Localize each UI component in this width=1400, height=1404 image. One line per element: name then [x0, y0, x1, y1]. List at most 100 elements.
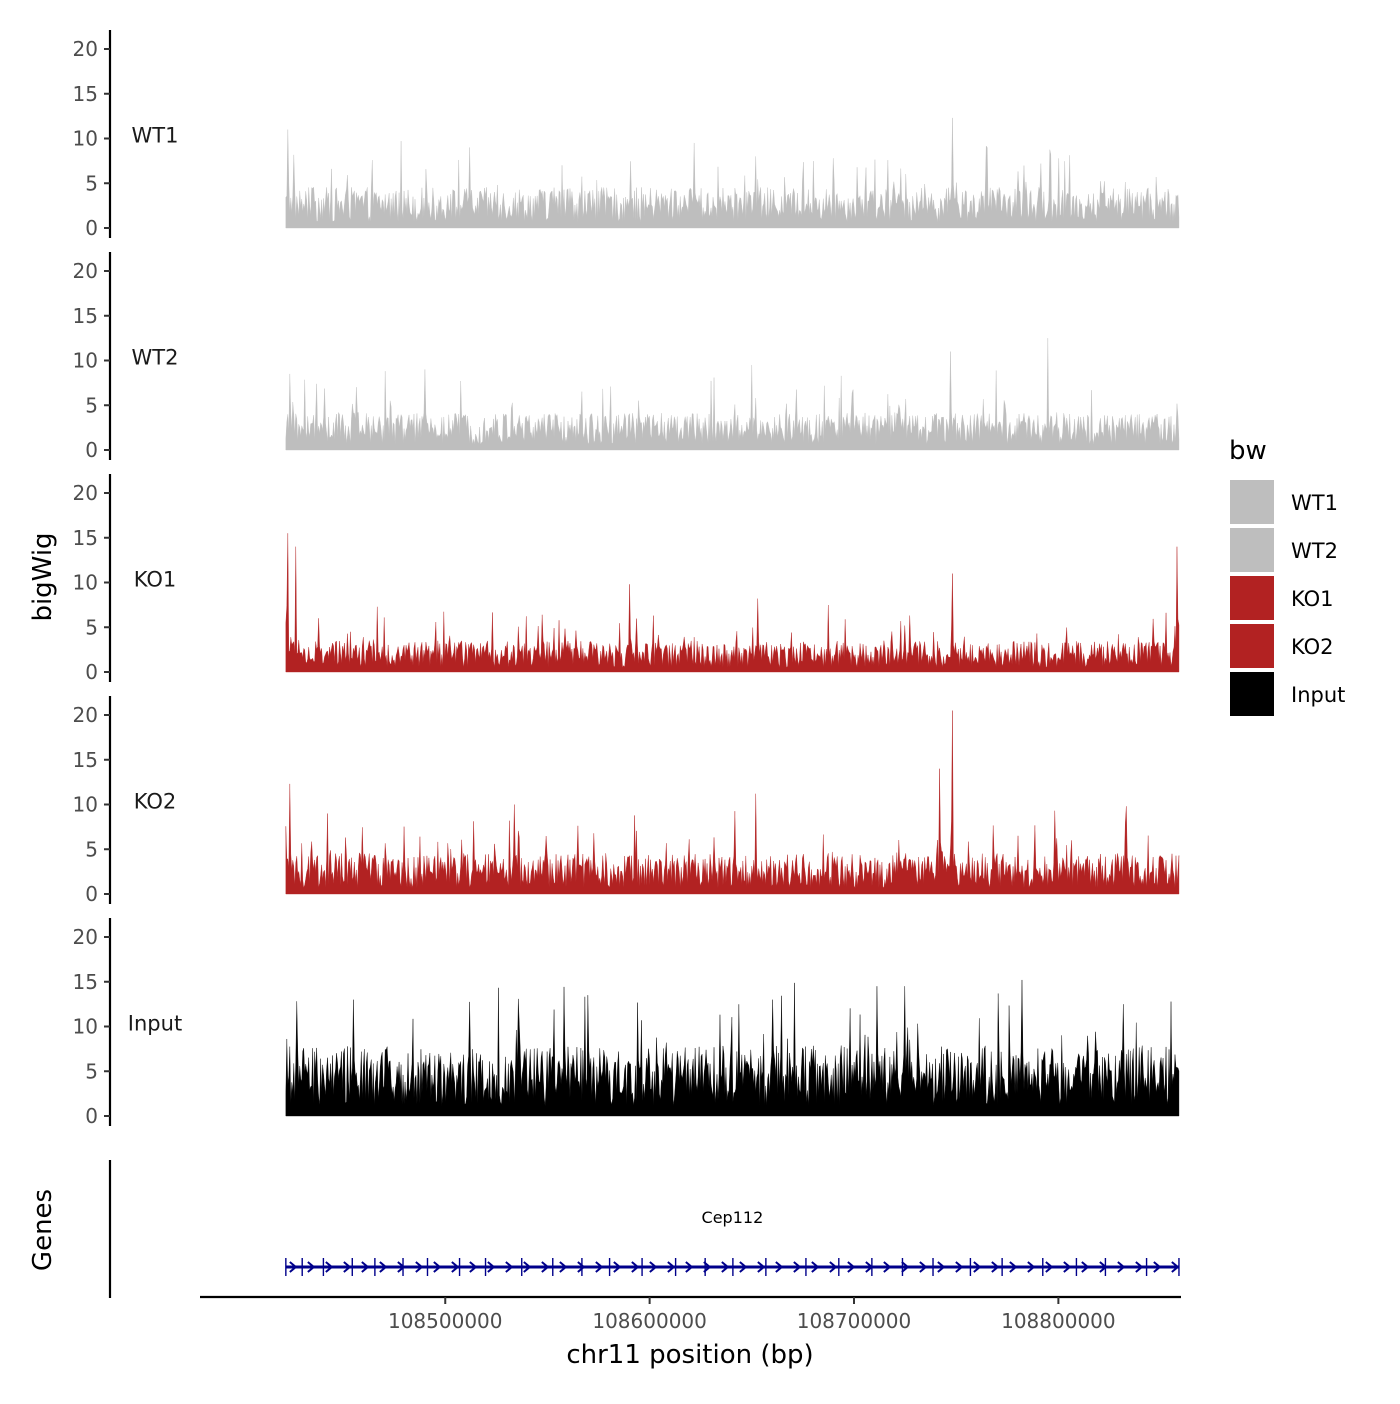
strand-arrow [991, 1261, 1000, 1273]
x-tick-label: 108500000 [388, 1309, 503, 1333]
y-tick-label: 15 [73, 526, 98, 550]
track-wt2: 0 5 10 15 20 WT2 [73, 252, 1180, 462]
strand-arrow [541, 1261, 550, 1273]
strand-arrow [811, 1261, 820, 1273]
strand-arrow [613, 1261, 622, 1273]
y-tick-label: 10 [73, 349, 98, 373]
strand-arrow [1153, 1261, 1162, 1273]
y-tick-label: 15 [73, 970, 98, 994]
coverage-area-wt1 [285, 117, 1180, 229]
strand-arrow [685, 1261, 694, 1273]
track-label: WT2 [132, 346, 179, 370]
y-tick-label: 0 [85, 660, 98, 684]
strand-arrow [325, 1261, 334, 1273]
legend-label: WT1 [1291, 491, 1338, 515]
strand-arrow [649, 1261, 658, 1273]
strand-arrow [847, 1261, 856, 1273]
strand-arrow [955, 1261, 964, 1273]
y-tick-label: 20 [73, 703, 98, 727]
y-tick-label: 15 [73, 304, 98, 328]
legend-label: WT2 [1291, 539, 1338, 563]
y-tick-label: 20 [73, 481, 98, 505]
coverage-tracks: 0 5 10 15 20 WT1 0 5 10 15 20 WT2 0 5 10 15 20 KO1 0 5 10 15 2… [73, 30, 1180, 1128]
strand-arrow [523, 1261, 532, 1273]
y-tick-label: 15 [73, 748, 98, 772]
strand-arrow [559, 1261, 568, 1273]
y-tick-label: 5 [85, 837, 98, 861]
legend-item-input: Input [1230, 672, 1345, 716]
genes-axis-title: Genes [28, 1189, 58, 1271]
coverage-area-ko1 [285, 533, 1180, 673]
y-tick-label: 5 [85, 393, 98, 417]
track-label: WT1 [132, 124, 179, 148]
strand-arrow [469, 1261, 478, 1273]
strand-arrow [865, 1261, 874, 1273]
strand-arrow [433, 1261, 442, 1273]
x-tick-label: 108700000 [797, 1309, 912, 1333]
strand-arrow [577, 1261, 586, 1273]
strand-arrow [1027, 1261, 1036, 1273]
y-tick-label: 0 [85, 882, 98, 906]
track-wt1: 0 5 10 15 20 WT1 [73, 30, 1180, 240]
x-axis-title: chr11 position (bp) [566, 1340, 813, 1370]
x-tick-label: 108800000 [1001, 1309, 1116, 1333]
strand-arrow [757, 1261, 766, 1273]
coverage-area-wt2 [285, 338, 1180, 451]
strand-arrow [739, 1261, 748, 1273]
gene-cep112: Cep112 [285, 1208, 1180, 1276]
y-tick-label: 20 [73, 37, 98, 61]
track-label: Input [128, 1012, 182, 1036]
strand-arrow [631, 1261, 640, 1273]
legend-label: KO1 [1291, 587, 1334, 611]
y-tick-label: 5 [85, 1059, 98, 1083]
track-ko1: 0 5 10 15 20 KO1 [73, 474, 1180, 684]
gene-label: Cep112 [702, 1208, 764, 1227]
legend-swatch [1230, 576, 1274, 620]
y-tick-label: 10 [73, 571, 98, 595]
strand-arrow [1045, 1261, 1054, 1273]
coverage-area-ko2 [285, 710, 1180, 895]
x-tick-label: 108600000 [592, 1309, 707, 1333]
legend: bw WT1 WT2 KO1 KO2 Input [1229, 436, 1345, 716]
strand-arrow [1081, 1261, 1090, 1273]
strand-arrow [1063, 1261, 1072, 1273]
strand-arrow [505, 1261, 514, 1273]
strand-arrow [595, 1261, 604, 1273]
legend-swatch [1230, 624, 1274, 668]
y-tick-label: 0 [85, 438, 98, 462]
strand-arrow [937, 1261, 946, 1273]
track-ko2: 0 5 10 15 20 KO2 [73, 696, 1180, 906]
x-axis: 108500000 108600000 108700000 108800000 [200, 1295, 1181, 1333]
y-tick-label: 20 [73, 925, 98, 949]
track-label: KO1 [134, 568, 177, 592]
legend-item-ko2: KO2 [1230, 624, 1334, 668]
y-tick-label: 20 [73, 259, 98, 283]
legend-label: KO2 [1291, 635, 1334, 659]
y-tick-label: 10 [73, 793, 98, 817]
strand-arrow [721, 1261, 730, 1273]
strand-arrow [1171, 1261, 1180, 1273]
strand-arrow [1117, 1261, 1126, 1273]
y-tick-label: 0 [85, 1104, 98, 1128]
strand-arrow [793, 1261, 802, 1273]
strand-arrow [901, 1261, 910, 1273]
genes-panel: Cep112 [108, 1160, 1180, 1298]
strand-arrow [703, 1261, 712, 1273]
legend-item-wt1: WT1 [1230, 480, 1338, 524]
legend-swatch [1230, 528, 1274, 572]
strand-arrow [1009, 1261, 1018, 1273]
strand-arrow [919, 1261, 928, 1273]
strand-arrow [1099, 1261, 1108, 1273]
strand-arrow [667, 1261, 676, 1273]
legend-swatch [1230, 672, 1274, 716]
strand-arrow [451, 1261, 460, 1273]
strand-arrow [397, 1261, 406, 1273]
strand-arrow [883, 1261, 892, 1273]
strand-arrow [829, 1261, 838, 1273]
strand-arrow [487, 1261, 496, 1273]
y-tick-label: 10 [73, 127, 98, 151]
track-label: KO2 [134, 790, 177, 814]
y-tick-label: 10 [73, 1015, 98, 1039]
legend-item-wt2: WT2 [1230, 528, 1338, 572]
legend-label: Input [1291, 683, 1345, 707]
